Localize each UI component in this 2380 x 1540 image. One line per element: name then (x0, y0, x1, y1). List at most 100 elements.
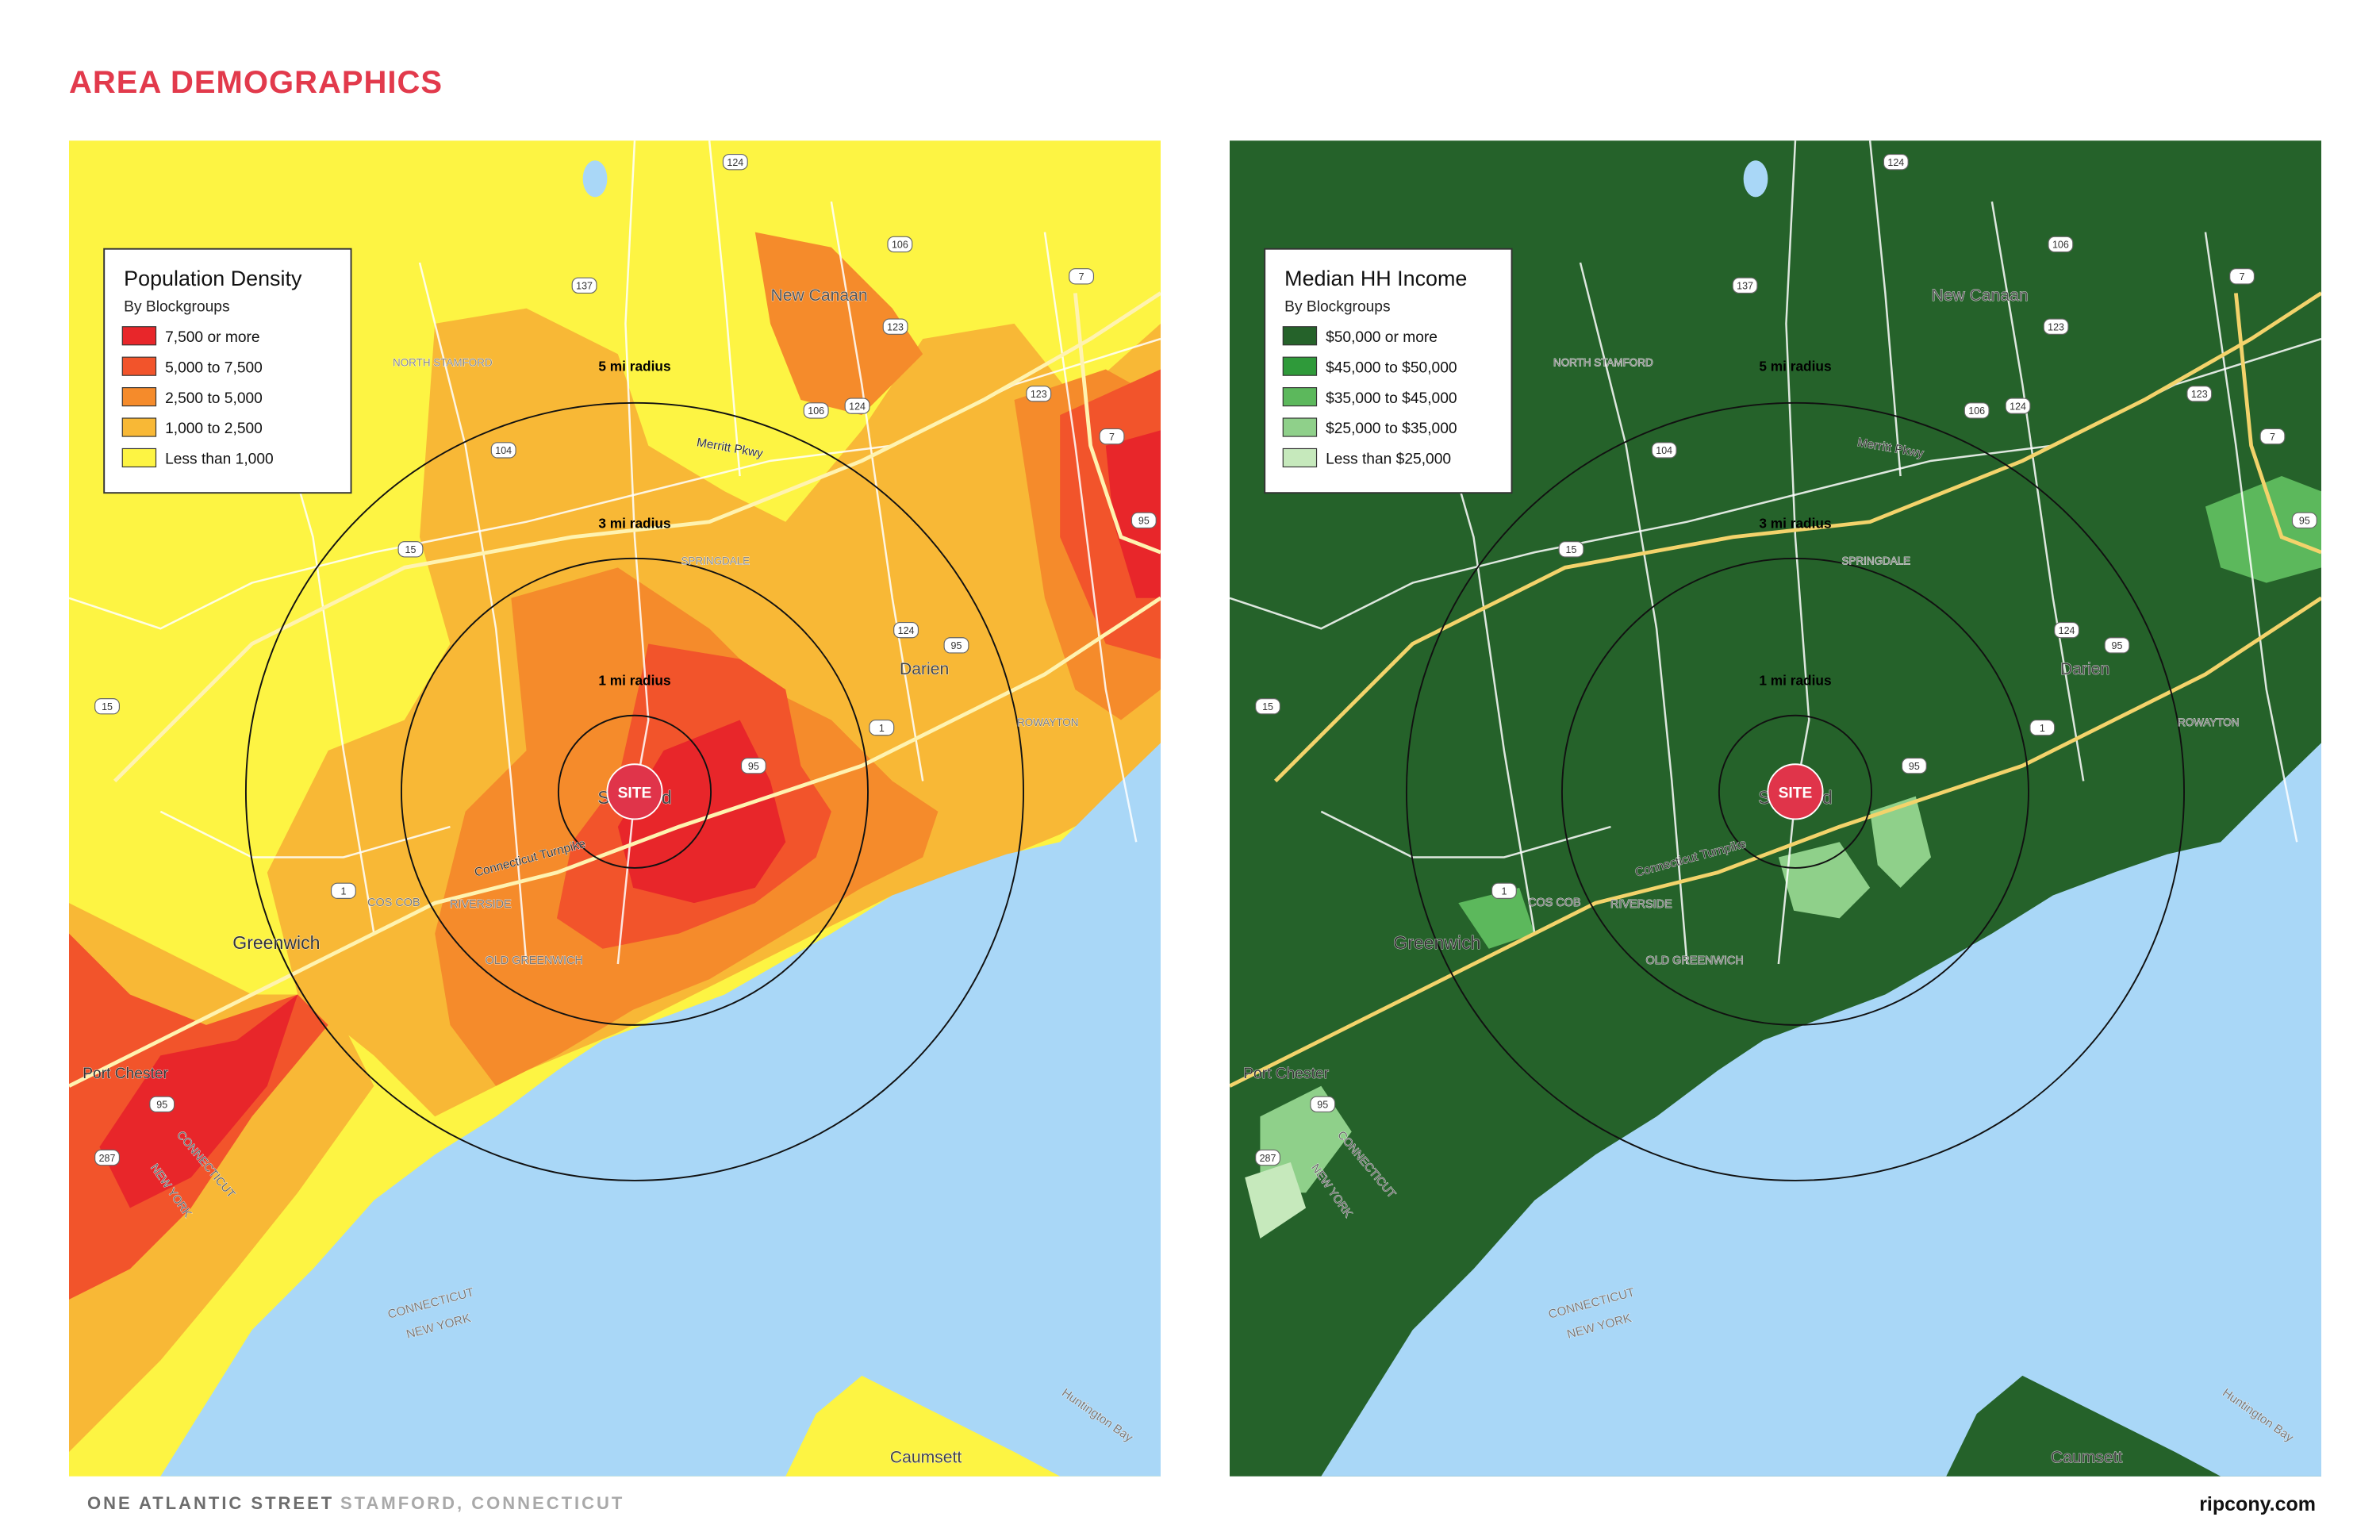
legend-title: Median HH Income (1284, 267, 1467, 290)
road-shield-label: 106 (808, 405, 824, 417)
map-label: Greenwich (232, 932, 320, 953)
legend-label: 2,500 to 5,000 (165, 390, 263, 407)
road-shield-label: 95 (2112, 640, 2123, 651)
legend-swatch (1282, 387, 1318, 407)
road-shield (1491, 882, 1517, 899)
road-shield (2186, 386, 2213, 402)
income-map: 124 106 137 123 7 104 15 106 124 123 7 95 124 95 1 95 1 1… (1230, 140, 2321, 1477)
map-label: ROWAYTON (2178, 716, 2239, 728)
lake (582, 160, 608, 198)
road-shield-label: 124 (1887, 157, 1904, 168)
road-shield (94, 698, 120, 715)
road-shield (2291, 512, 2317, 528)
road-shield (2229, 268, 2255, 285)
legend-label: $25,000 to $35,000 (1326, 421, 1457, 437)
road-shield (722, 153, 748, 171)
radius-ring (1405, 401, 2185, 1181)
highway (1230, 596, 2321, 1088)
road-shield (869, 719, 895, 736)
map-label: RIVERSIDE (1610, 898, 1672, 911)
legend-swatch (121, 417, 157, 437)
road (616, 140, 650, 965)
site-label: SITE (618, 785, 652, 802)
road-shield-label: 95 (951, 640, 962, 651)
road-shield (1026, 386, 1052, 402)
road-shield-label: 123 (1031, 389, 1047, 400)
legend-label: $35,000 to $45,000 (1326, 390, 1457, 407)
road-shield (893, 621, 919, 639)
map-label: NORTH STAMFORD (393, 357, 493, 369)
map-label: OLD GREENWICH (1646, 954, 1744, 967)
road-shield-label: 15 (405, 544, 416, 555)
road-shield (943, 637, 969, 654)
site-label: SITE (1779, 785, 1813, 802)
road-shield-label: 95 (1317, 1100, 1328, 1111)
road-shield (1310, 1096, 1336, 1113)
highway (2233, 293, 2321, 555)
density-region (754, 232, 923, 416)
road-shield-label: 124 (2059, 625, 2075, 636)
road-shield (1558, 541, 1584, 558)
map-label: 3 mi radius (1759, 515, 1831, 531)
road-shield-label: 104 (495, 445, 512, 456)
legend-swatch (1282, 417, 1318, 437)
road-shield-label: 137 (576, 281, 593, 292)
legend-swatch (121, 356, 157, 376)
road (708, 140, 741, 477)
road-shield-label: 124 (898, 625, 915, 636)
map-label: 1 mi radius (1759, 672, 1831, 688)
road-shield-label: 106 (1968, 405, 1985, 417)
highway (113, 291, 1161, 783)
map-label: New Canaan (1931, 286, 2028, 305)
road-shield-label: 7 (1079, 271, 1084, 282)
road-shield-label: 287 (99, 1153, 116, 1164)
map-label: New Canaan (770, 286, 867, 305)
footer-website: ripcony.com (2199, 1493, 2316, 1515)
map-label: SPRINGDALE (1842, 555, 1911, 567)
road-shield-label: 7 (2240, 271, 2245, 282)
road-shield-label: 124 (2010, 401, 2026, 412)
road-shield-label: 104 (1656, 445, 1672, 456)
map-label: 1 mi radius (598, 672, 670, 688)
map-label: Caumsett (2051, 1448, 2123, 1466)
road-shield (1964, 402, 1990, 419)
legend-label: $45,000 to $50,000 (1326, 359, 1457, 376)
road-shield (882, 318, 908, 335)
site-marker (1767, 763, 1824, 820)
road-shield (397, 541, 424, 558)
road-shield-label: 95 (2299, 516, 2310, 527)
highway (1273, 291, 2321, 783)
road-shield-label: 1 (340, 886, 346, 897)
road-shield (1099, 428, 1125, 445)
road-shield-label: 95 (156, 1100, 167, 1111)
long-island (785, 1375, 1061, 1477)
map-label: ROWAYTON (1017, 716, 1078, 728)
road-shield-label: 15 (102, 701, 113, 712)
road-shield-label: 95 (748, 761, 759, 772)
road-shield (2048, 236, 2074, 253)
road-shield (1732, 277, 1758, 294)
legend-swatch (121, 447, 157, 468)
legend-label: 1,000 to 2,500 (165, 421, 263, 437)
water (1321, 743, 2321, 1477)
density-region (1870, 796, 1932, 888)
road-shield-label: 287 (1260, 1153, 1276, 1164)
road (830, 201, 924, 782)
road-shield-label: 124 (849, 401, 866, 412)
legend-title: Population Density (124, 267, 302, 290)
lake (1743, 160, 1768, 198)
legend-subtitle: By Blockgroups (124, 298, 229, 315)
map-label: Port Chester (83, 1066, 168, 1082)
road-shield-label: 106 (892, 240, 908, 251)
density-region (2205, 476, 2321, 583)
road-shield (2104, 637, 2130, 654)
radius-ring (557, 714, 712, 869)
road-shield (2005, 397, 2031, 414)
road (1579, 262, 1688, 965)
road-shield (1069, 268, 1095, 285)
road-shield (2043, 318, 2069, 335)
road-shield (94, 1149, 120, 1166)
map-label: OLD GREENWICH (486, 954, 583, 967)
population-map: 124 106 137 123 7 104 15 106 124 123 7 95 124 95 1 95 1 1… (69, 140, 1161, 1477)
road-shield-label: 1 (879, 723, 885, 734)
